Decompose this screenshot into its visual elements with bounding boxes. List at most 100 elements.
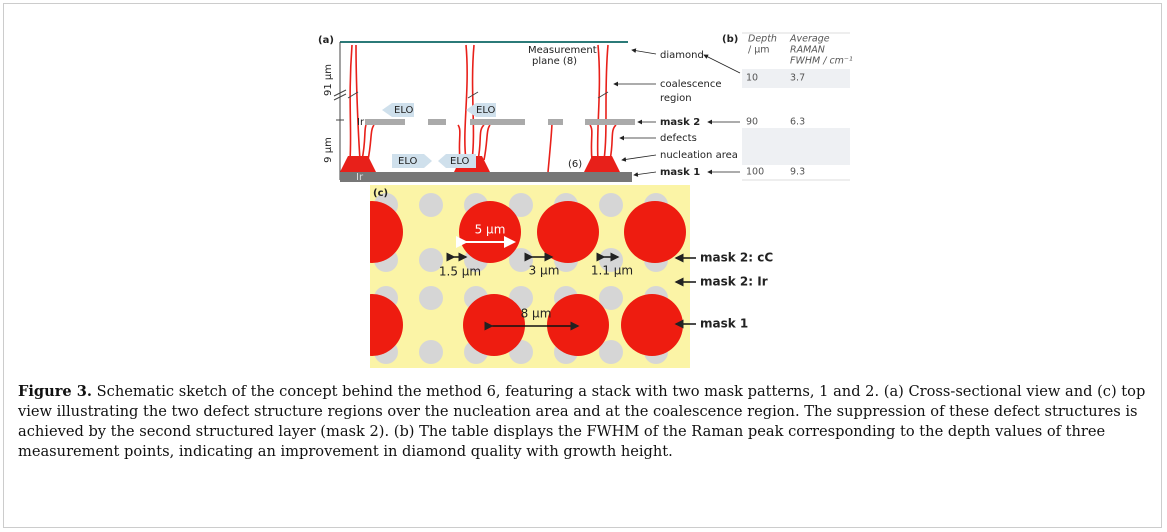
- shape: [347, 91, 359, 99]
- label: ELO: [450, 156, 470, 167]
- label: (c): [373, 188, 388, 199]
- shape: [742, 128, 850, 165]
- group: [382, 103, 496, 168]
- label: nucleation area: [660, 150, 738, 161]
- shape: [438, 154, 476, 168]
- shape: [537, 201, 599, 263]
- shape: [509, 193, 533, 217]
- shape: [470, 119, 525, 125]
- shape: [483, 124, 491, 161]
- group: [674, 253, 696, 329]
- label: 100: [746, 167, 764, 178]
- label: ELO: [394, 105, 414, 116]
- label: FWHM / cm⁻¹: [790, 56, 853, 67]
- shape: [463, 294, 525, 356]
- label: coalescence: [660, 79, 722, 90]
- label: 1.5 µm: [439, 265, 481, 279]
- shape: [597, 91, 609, 99]
- label: Ir: [357, 117, 365, 128]
- label: ELO: [398, 156, 418, 167]
- label: Measurement: [528, 45, 597, 56]
- label: Average: [789, 34, 830, 45]
- label: defects: [660, 133, 697, 144]
- label: Depth: [748, 34, 777, 45]
- shape: [365, 119, 405, 125]
- shape: [624, 201, 686, 263]
- shape: [621, 294, 683, 356]
- label: / µm: [748, 45, 770, 56]
- label: diamond: [660, 50, 704, 61]
- label: 3 µm: [529, 264, 560, 278]
- shape: [382, 103, 414, 117]
- shape: [370, 201, 403, 263]
- label: 3.7: [790, 73, 805, 84]
- shape: [585, 119, 635, 125]
- label: 90: [746, 117, 758, 128]
- label: mask 2: cC: [700, 251, 773, 265]
- shape: [340, 172, 632, 182]
- label: mask 1: [700, 317, 748, 331]
- shape: [355, 44, 361, 161]
- shape: [603, 44, 609, 161]
- shape: [333, 93, 347, 101]
- label: 1.1 µm: [591, 264, 633, 278]
- label: (a): [318, 35, 334, 46]
- label: 9 µm: [323, 137, 334, 163]
- label: 91 µm: [323, 64, 334, 96]
- shape: [589, 124, 593, 161]
- shape: [599, 286, 623, 310]
- group: [446, 252, 620, 331]
- shape: [547, 121, 553, 173]
- label: plane (8): [532, 56, 577, 67]
- shape: [703, 54, 741, 74]
- shape: [742, 69, 850, 88]
- shape: [633, 171, 657, 177]
- label: Ir: [356, 172, 364, 183]
- shape: [466, 103, 496, 117]
- shape: [596, 44, 601, 161]
- label: region: [660, 93, 692, 104]
- shape: [477, 124, 485, 161]
- caption: Figure 3. Schematic sketch of the concep…: [18, 382, 1153, 462]
- shape: [467, 91, 479, 99]
- shape: [547, 294, 609, 356]
- caption-label: Figure 3.: [18, 383, 93, 400]
- label: 8 µm: [521, 307, 552, 321]
- shape: [584, 156, 620, 172]
- label: 6.3: [790, 117, 805, 128]
- shape: [333, 89, 347, 97]
- shape: [621, 154, 657, 162]
- shape: [599, 340, 623, 364]
- shape: [471, 44, 475, 161]
- shape: [367, 124, 375, 161]
- shape: [464, 44, 468, 161]
- shape: [370, 294, 403, 356]
- label: (6): [568, 159, 582, 170]
- shape: [609, 124, 617, 161]
- label: mask 1: [660, 167, 700, 178]
- figure-frame: [3, 3, 1162, 528]
- label: mask 2: Ir: [700, 275, 768, 289]
- shape: [419, 193, 443, 217]
- label: RAMAN: [790, 45, 825, 56]
- label: ELO: [476, 105, 496, 116]
- shape: [419, 286, 443, 310]
- label: 9.3: [790, 167, 805, 178]
- shape: [548, 119, 563, 125]
- group: [347, 91, 609, 99]
- shape: [419, 248, 443, 272]
- group: [613, 48, 741, 177]
- label: 5 µm: [475, 223, 506, 237]
- shape: [631, 48, 657, 55]
- label: mask 2: [660, 117, 700, 128]
- label: (b): [722, 34, 738, 45]
- caption-text: Schematic sketch of the concept behind t…: [18, 383, 1146, 460]
- shape: [361, 124, 367, 161]
- shape: [340, 156, 376, 172]
- shape: [599, 193, 623, 217]
- label: 10: [746, 73, 758, 84]
- shape: [392, 154, 432, 168]
- shape: [419, 340, 443, 364]
- figure: (a) 91 µm 9 µm Measurement plane (8) Ir …: [318, 32, 853, 368]
